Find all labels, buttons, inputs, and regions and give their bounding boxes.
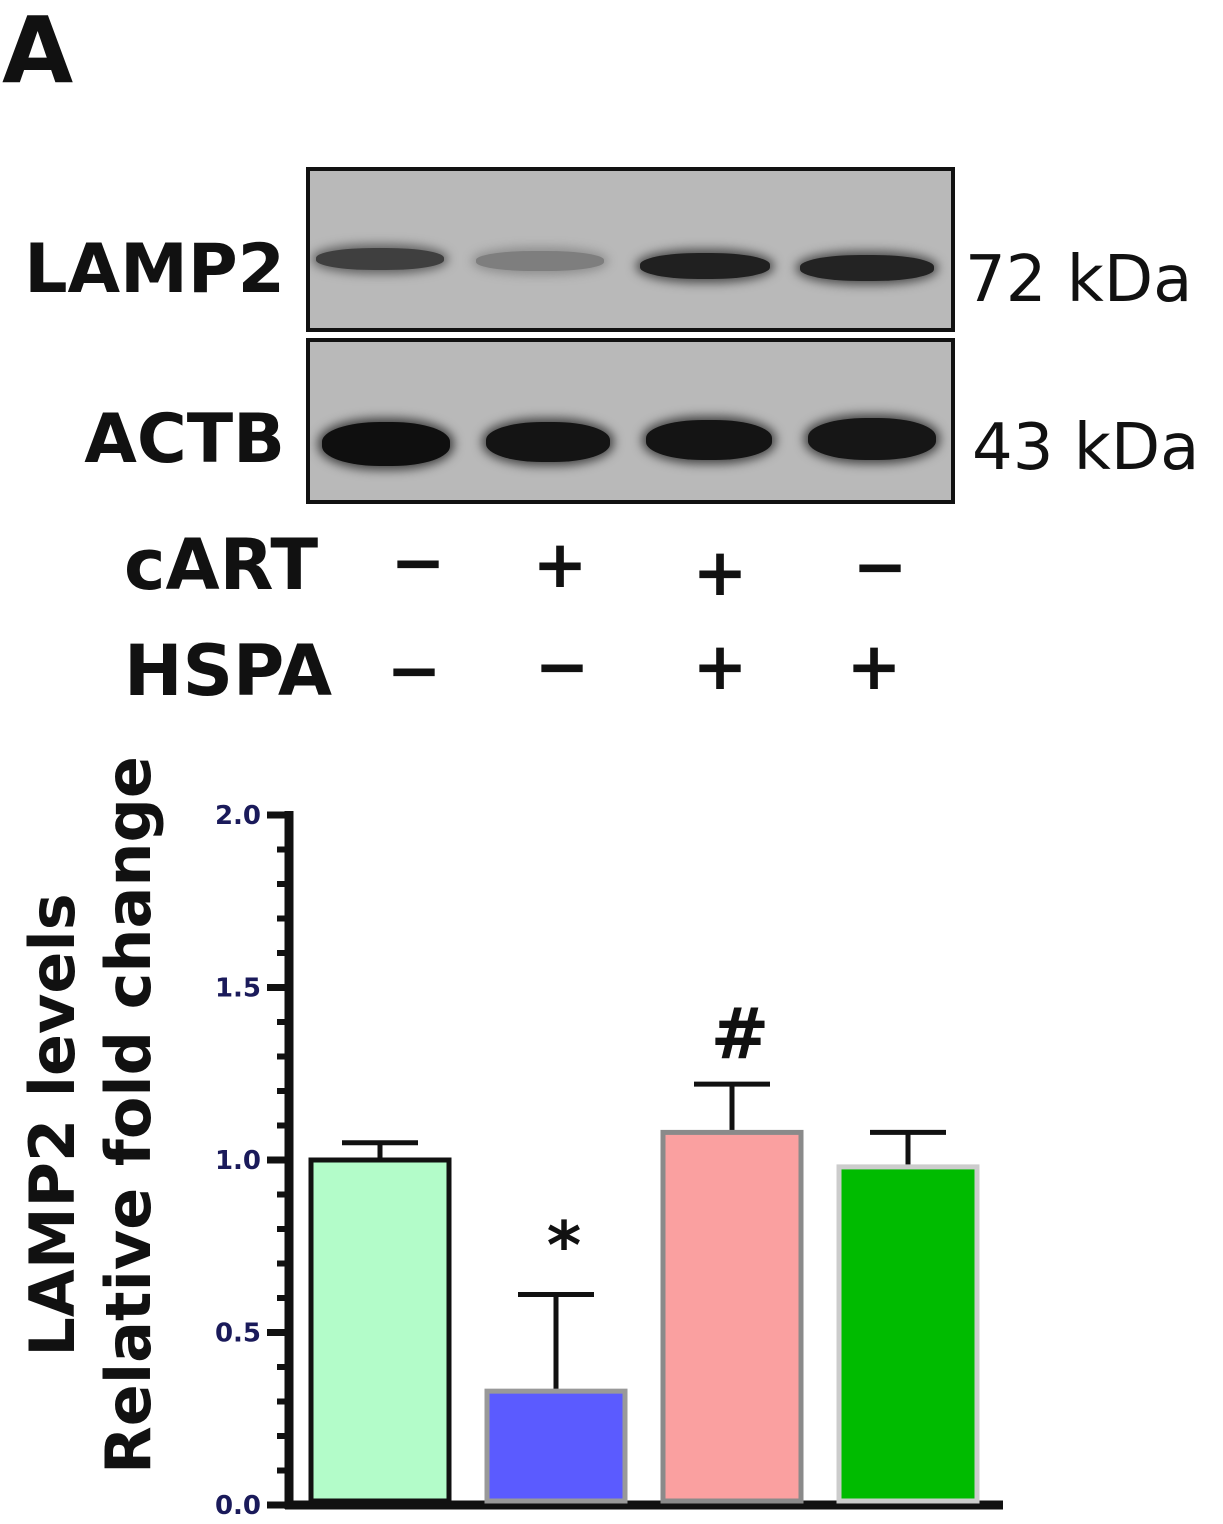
treatment-label-hspa: HSPA [124,630,333,712]
actb-band-4 [808,418,936,460]
treatment-label-cart: cART [124,524,319,606]
hspa-sign-4: + [846,628,902,705]
cart-sign-1: − [390,524,446,601]
bar [484,1388,628,1504]
lamp2-band-4 [800,255,934,281]
bar [660,1129,804,1504]
y-tick-label: 0.5 [215,1319,261,1349]
y-axis-label-line-2: Relative fold change [92,756,165,1474]
blot-label-lamp2: LAMP2 [24,230,285,309]
lamp2-band-1 [316,248,444,270]
lamp2-band-3 [640,253,770,279]
blot-label-actb: ACTB [84,400,285,479]
actb-band-3 [646,420,772,460]
kda-label-lamp2: 72 kDa [965,243,1193,317]
y-tick-label: 1.0 [215,1146,261,1176]
cart-sign-4: − [852,528,908,605]
blot-lamp2 [306,167,955,332]
bar [308,1157,452,1504]
cart-sign-2: + [532,526,588,603]
hspa-sign-2: − [534,628,590,705]
y-tick-label: 1.5 [215,974,261,1004]
hspa-sign-1: − [386,632,442,709]
y-axis-label-line-1: LAMP2 levels [16,893,89,1356]
bar [836,1164,980,1504]
panel-letter: A [2,0,74,104]
significance-marker: * [547,1208,582,1285]
kda-label-actb: 43 kDa [972,411,1200,485]
y-tick-label: 2.0 [215,801,261,831]
significance-marker: # [711,993,770,1075]
blot-actb [306,338,955,504]
hspa-sign-3: + [692,628,748,705]
lamp2-band-2 [476,251,604,271]
actb-band-2 [486,422,610,462]
cart-sign-3: + [692,534,748,611]
actb-band-1 [322,422,450,466]
y-tick-label: 0.0 [215,1491,261,1521]
